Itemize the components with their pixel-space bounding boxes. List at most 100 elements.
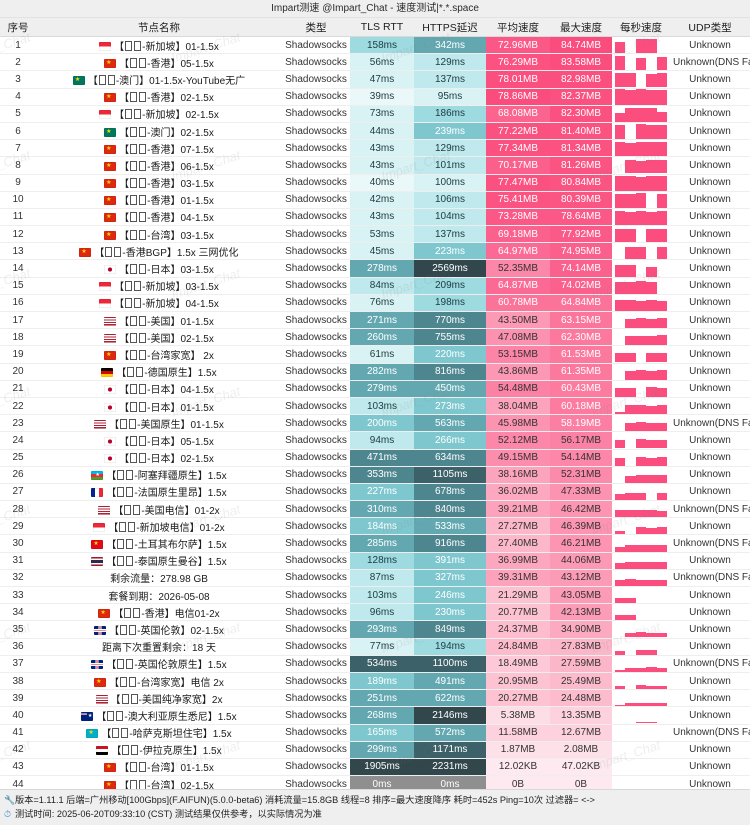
column-header-avg-speed[interactable]: 平均速度 — [486, 18, 550, 37]
table-row[interactable]: 40 ★ 【-澳大利亚原生悉尼】1.5x Shadowsocks 268ms 2146ms… — [0, 706, 750, 725]
table-row[interactable]: 35 【-英国伦敦】02-1.5x Shadowsocks 293ms 849ms 24.… — [0, 620, 750, 639]
cell-node-name[interactable]: 【-美国纯净家宽】2x — [36, 689, 282, 708]
cell-node-name[interactable]: 【-美国】02-1.5x — [36, 328, 282, 347]
table-row[interactable]: 26 ★ 【-阿塞拜疆原生】1.5x Shadowsocks 353ms 1105ms 38… — [0, 466, 750, 484]
table-row[interactable]: 37 【-英国伦敦原生】1.5x Shadowsocks 534ms 1100ms 18.… — [0, 655, 750, 673]
cell-node-name[interactable]: ★ 【-香港】04-1.5x — [36, 208, 282, 227]
cell-node-name[interactable]: ★ 【-澳门】01-1.5x-YouTube无广 — [36, 70, 282, 89]
cell-node-name[interactable]: 套餐到期：2026-05-08 — [36, 586, 282, 605]
table-row[interactable]: 2 ★ 【-香港】05-1.5x Shadowsocks 56ms 129ms 76.29M… — [0, 53, 750, 72]
table-row[interactable]: 5 【-新加坡】02-1.5x Shadowsocks 73ms 186ms 68.08M… — [0, 105, 750, 123]
table-row[interactable]: 31 【-泰国原生曼谷】1.5x Shadowsocks 128ms 391ms 36.9… — [0, 552, 750, 570]
cell-node-name[interactable]: ★ 【-澳大利亚原生悉尼】1.5x — [36, 706, 282, 725]
cell-node-name[interactable]: ★ 【-台湾】03-1.5x — [36, 225, 282, 244]
cell-node-name[interactable]: 【-美国电信】01-2x — [36, 500, 282, 519]
cell-node-name[interactable]: 【-日本】04-1.5x — [36, 380, 282, 398]
table-row[interactable]: 43 ★ 【-台湾】01-1.5x Shadowsocks 1905ms 2231ms 12… — [0, 758, 750, 777]
table-row[interactable]: 11 ★ 【-香港】04-1.5x Shadowsocks 43ms 104ms 73.28… — [0, 208, 750, 227]
table-row[interactable]: 12 ★ 【-台湾】03-1.5x Shadowsocks 53ms 137ms 69.18… — [0, 225, 750, 244]
cell-node-name[interactable]: 【-美国】01-1.5x — [36, 311, 282, 330]
column-header-index[interactable]: 序号 — [0, 18, 36, 37]
cell-node-name[interactable]: 【-新加坡电信】01-2x — [36, 517, 282, 536]
cell-node-name[interactable]: 【-日本】03-1.5x — [36, 259, 282, 278]
table-row[interactable]: 39 【-美国纯净家宽】2x Shadowsocks 251ms 622ms 20.27M… — [0, 689, 750, 708]
table-row[interactable]: 17 【-美国】01-1.5x Shadowsocks 271ms 770ms 43.50… — [0, 311, 750, 330]
table-row[interactable]: 36 距离下次重置剩余：18 天 Shadowsocks 77ms 194ms 24.84… — [0, 638, 750, 656]
column-header-node-name[interactable]: 节点名称 — [36, 18, 282, 37]
cell-node-name[interactable]: ★ 【-哈萨克斯坦住宅】1.5x — [36, 724, 282, 742]
cell-node-name[interactable]: ★ 【-香港BGP】1.5x 三网优化 — [36, 242, 282, 261]
cell-node-name[interactable]: ★ 【-澳门】02-1.5x — [36, 122, 282, 141]
cell-node-name[interactable]: ★ 【-台湾家宽】电信 2x — [36, 672, 282, 691]
cell-node-name[interactable]: 【-日本】05-1.5x — [36, 431, 282, 450]
table-row[interactable]: 4 ★ 【-香港】02-1.5x Shadowsocks 39ms 95ms 78.86MB… — [0, 88, 750, 106]
column-header-per-second-speed[interactable]: 每秒速度 — [612, 18, 670, 37]
column-header-type[interactable]: 类型 — [282, 18, 350, 37]
table-row[interactable]: 28 【-美国电信】01-2x Shadowsocks 310ms 840ms 39.21… — [0, 500, 750, 519]
cell-node-name[interactable]: ★ 【-土耳其布尔萨】1.5x — [36, 534, 282, 553]
table-row[interactable]: 6 ★ 【-澳门】02-1.5x Shadowsocks 44ms 239ms 77.22M… — [0, 122, 750, 141]
table-row[interactable]: 19 ★ 【-台湾家宽】 2x Shadowsocks 61ms 220ms 53.15MB… — [0, 345, 750, 364]
cell-node-name[interactable]: 【-英国伦敦】02-1.5x — [36, 620, 282, 639]
table-row[interactable]: 33 套餐到期：2026-05-08 Shadowsocks 103ms 246ms 21… — [0, 586, 750, 605]
cell-node-name[interactable]: ★ 【-香港】02-1.5x — [36, 88, 282, 106]
table-row[interactable]: 15 【-新加坡】03-1.5x Shadowsocks 84ms 209ms 64.87… — [0, 277, 750, 295]
cell-node-name[interactable]: 【-新加坡】04-1.5x — [36, 294, 282, 313]
table-row[interactable]: 30 ★ 【-土耳其布尔萨】1.5x Shadowsocks 285ms 916ms 27.… — [0, 534, 750, 553]
cell-node-name[interactable]: 【-泰国原生曼谷】1.5x — [36, 552, 282, 570]
table-row[interactable]: 3 ★ 【-澳门】01-1.5x-YouTube无广 Shadowsocks 47ms 1… — [0, 70, 750, 89]
table-row[interactable]: 24 【-日本】05-1.5x Shadowsocks 94ms 266ms 52.12M… — [0, 431, 750, 450]
cell-node-name[interactable]: ★ 【-香港】07-1.5x — [36, 139, 282, 158]
cell-node-name[interactable]: 剩余流量：278.98 GB — [36, 569, 282, 588]
column-header-udp-type[interactable]: UDP类型 — [670, 18, 750, 37]
column-header-max-speed[interactable]: 最大速度 — [550, 18, 612, 37]
table-row[interactable]: 20 【-德国原生】1.5x Shadowsocks 282ms 816ms 43.86M… — [0, 363, 750, 381]
table-row[interactable]: 14 【-日本】03-1.5x Shadowsocks 278ms 2569ms 52.3… — [0, 259, 750, 278]
cell-node-name[interactable]: 距离下次重置剩余：18 天 — [36, 638, 282, 656]
cell-node-name[interactable]: ★ 【-台湾】01-1.5x — [36, 758, 282, 777]
table-row[interactable]: 13 ★ 【-香港BGP】1.5x 三网优化 Shadowsocks 45ms 223ms… — [0, 242, 750, 261]
table-row[interactable]: 1 【-新加坡】01-1.5x Shadowsocks 158ms 342ms 72.96… — [0, 36, 750, 55]
cell-udp-type: Unknown — [670, 449, 750, 467]
table-row[interactable]: 16 【-新加坡】04-1.5x Shadowsocks 76ms 198ms 60.78… — [0, 294, 750, 313]
cell-node-name[interactable]: 【-德国原生】1.5x — [36, 363, 282, 381]
table-row[interactable]: 18 【-美国】02-1.5x Shadowsocks 260ms 755ms 47.08… — [0, 328, 750, 347]
table-row[interactable]: 38 ★ 【-台湾家宽】电信 2x Shadowsocks 189ms 491ms 20.9… — [0, 672, 750, 691]
sparkline-bar — [615, 615, 626, 620]
cell-node-name[interactable]: 【-伊拉克原生】1.5x — [36, 741, 282, 759]
table-row[interactable]: 9 ★ 【-香港】03-1.5x Shadowsocks 40ms 100ms 77.47M… — [0, 174, 750, 192]
cell-node-name[interactable]: 【-美国原生】01-1.5x — [36, 414, 282, 433]
cell-node-name[interactable]: 【-英国伦敦原生】1.5x — [36, 655, 282, 673]
column-header-https-latency[interactable]: HTTPS延迟 — [414, 18, 486, 37]
cell-node-name[interactable]: 【-日本】01-1.5x — [36, 397, 282, 416]
table-row[interactable]: 23 【-美国原生】01-1.5x Shadowsocks 200ms 563ms 45.… — [0, 414, 750, 433]
table-row[interactable]: 8 ★ 【-香港】06-1.5x Shadowsocks 43ms 101ms 70.17M… — [0, 156, 750, 175]
cell-node-name[interactable]: ★ 【-台湾家宽】 2x — [36, 345, 282, 364]
cell-node-name[interactable]: 【-新加坡】02-1.5x — [36, 105, 282, 123]
table-row[interactable]: 27 【-法国原生里昂】1.5x Shadowsocks 227ms 678ms 36.0… — [0, 483, 750, 502]
cell-node-name[interactable]: 【-新加坡】01-1.5x — [36, 36, 282, 55]
sparkline-bar — [615, 281, 626, 294]
table-row[interactable]: 32 剩余流量：278.98 GB Shadowsocks 87ms 327ms 39.3… — [0, 569, 750, 588]
cell-node-name[interactable]: ★ 【-香港】05-1.5x — [36, 53, 282, 72]
column-header-tls-rtt[interactable]: TLS RTT — [350, 18, 414, 37]
table-row[interactable]: 25 【-日本】02-1.5x Shadowsocks 471ms 634ms 49.15… — [0, 449, 750, 467]
table-row[interactable]: 7 ★ 【-香港】07-1.5x Shadowsocks 43ms 129ms 77.34M… — [0, 139, 750, 158]
table-row[interactable]: 42 【-伊拉克原生】1.5x Shadowsocks 299ms 1171ms 1.87… — [0, 741, 750, 759]
table-row[interactable]: 22 【-日本】01-1.5x Shadowsocks 103ms 273ms 38.04… — [0, 397, 750, 416]
cell-node-name[interactable]: ★ 【-香港】01-1.5x — [36, 191, 282, 209]
cell-tls-rtt: 43ms — [350, 139, 414, 158]
table-row[interactable]: 10 ★ 【-香港】01-1.5x Shadowsocks 42ms 106ms 75.41… — [0, 191, 750, 209]
cell-node-name[interactable]: 【-日本】02-1.5x — [36, 449, 282, 467]
cell-node-name[interactable]: ★ 【-香港】06-1.5x — [36, 156, 282, 175]
cell-node-name[interactable]: 【-新加坡】03-1.5x — [36, 277, 282, 295]
table-row[interactable]: 21 【-日本】04-1.5x Shadowsocks 279ms 450ms 54.48… — [0, 380, 750, 398]
table-row[interactable]: 29 【-新加坡电信】01-2x Shadowsocks 184ms 533ms 27.2… — [0, 517, 750, 536]
cell-node-name[interactable]: ★ 【-香港】电信01-2x — [36, 603, 282, 622]
cell-node-name[interactable]: 【-法国原生里昂】1.5x — [36, 483, 282, 502]
table-row[interactable]: 34 ★ 【-香港】电信01-2x Shadowsocks 96ms 230ms 20.77… — [0, 603, 750, 622]
cell-node-name[interactable]: ★ 【-阿塞拜疆原生】1.5x — [36, 466, 282, 484]
cell-node-name[interactable]: ★ 【-香港】03-1.5x — [36, 174, 282, 192]
sparkline — [615, 398, 668, 414]
table-row[interactable]: 41 ★ 【-哈萨克斯坦住宅】1.5x Shadowsocks 165ms 572ms 11… — [0, 724, 750, 742]
